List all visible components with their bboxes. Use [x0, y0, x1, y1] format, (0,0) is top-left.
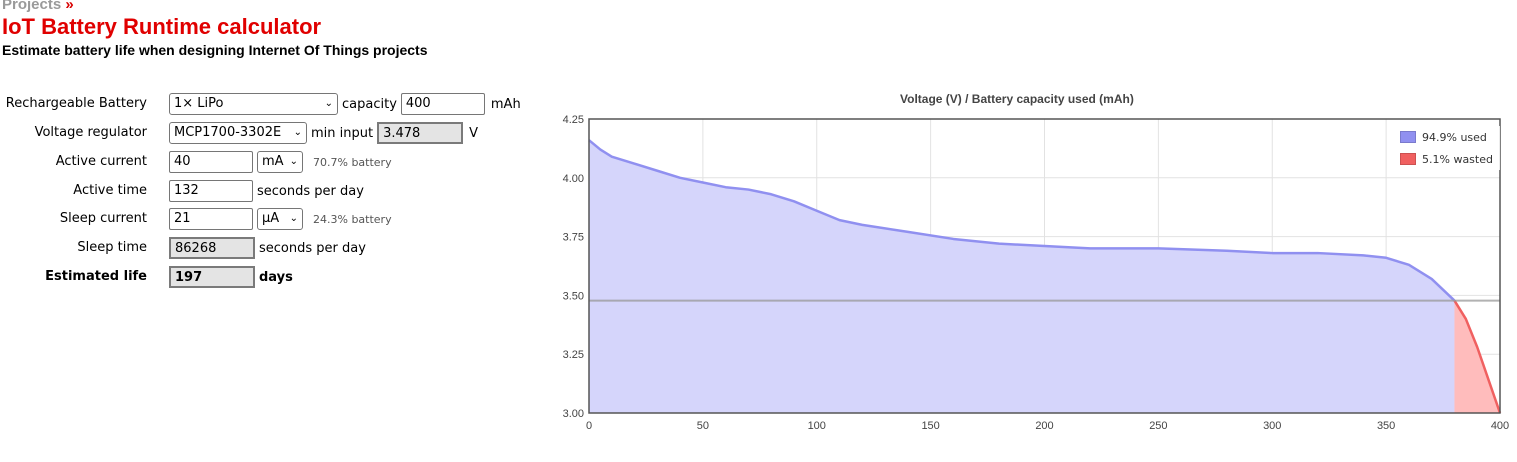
sleep-current-note: 24.3% battery: [313, 212, 392, 226]
active-time-input[interactable]: 132: [169, 180, 253, 202]
sleep-time-label: Sleep time: [77, 240, 147, 255]
battery-select[interactable]: 1× LiPo ⌄: [169, 93, 338, 115]
page-title: IoT Battery Runtime calculator: [2, 14, 322, 39]
used-line: [588, 139, 1456, 302]
x-tick-label: 400: [1491, 420, 1509, 432]
chevron-down-icon: ⌄: [293, 127, 302, 138]
regulator-select[interactable]: MCP1700-3302E ⌄: [169, 122, 307, 144]
x-tick-label: 100: [808, 420, 826, 432]
active-current-unit: mA: [262, 154, 284, 169]
active-current-note: 70.7% battery: [313, 155, 392, 169]
sleep-current-unit: µA: [262, 211, 280, 226]
page-subtitle: Estimate battery life when designing Int…: [2, 42, 428, 58]
min-input-unit: V: [469, 125, 478, 141]
x-tick-label: 150: [921, 420, 939, 432]
capacity-unit: mAh: [490, 96, 521, 112]
chart-legend: 94.9% used 5.1% wasted: [1396, 126, 1500, 170]
chevron-down-icon: ⌄: [324, 98, 333, 109]
sleep-current-input[interactable]: 21: [169, 208, 253, 230]
used-area: [589, 140, 1455, 413]
breadcrumb-projects-link[interactable]: Projects: [2, 0, 62, 13]
y-tick-label: 3.50: [563, 290, 584, 302]
wasted-line: [1453, 299, 1502, 414]
chevron-down-icon: ⌄: [289, 156, 298, 167]
battery-label: Rechargeable Battery: [5, 96, 147, 111]
min-input-label: min input: [311, 125, 374, 141]
legend-label-wasted: 5.1% wasted: [1422, 152, 1493, 166]
chevron-down-icon: ⌄: [289, 213, 298, 224]
wasted-area: [1454, 300, 1500, 413]
y-tick-label: 3.25: [563, 349, 584, 361]
breadcrumb-separator: »: [65, 0, 74, 13]
legend-label-used: 94.9% used: [1422, 130, 1487, 144]
active-current-unit-select[interactable]: mA ⌄: [257, 151, 303, 173]
x-tick-label: 350: [1377, 420, 1395, 432]
capacity-label: capacity: [342, 96, 397, 112]
sleep-current-label: Sleep current: [59, 211, 147, 226]
x-tick-label: 50: [697, 420, 709, 432]
legend-swatch-used: [1400, 131, 1416, 143]
y-tick-label: 3.75: [563, 232, 584, 244]
legend-swatch-wasted: [1400, 153, 1416, 165]
min-input-field: 3.478: [377, 122, 464, 144]
estimated-life-unit: days: [259, 269, 293, 285]
chart-title: Voltage (V) / Battery capacity used (mAh…: [900, 92, 1134, 106]
sleep-time-unit: seconds per day: [259, 240, 366, 256]
y-tick-label: 4.00: [563, 173, 584, 185]
y-tick-label: 3.00: [563, 408, 584, 420]
sleep-time-field: 86268: [169, 237, 255, 259]
capacity-input[interactable]: 400: [400, 93, 485, 115]
regulator-select-value: MCP1700-3302E: [174, 125, 282, 140]
active-current-label: Active current: [55, 154, 147, 169]
x-tick-label: 300: [1263, 420, 1281, 432]
sleep-current-unit-select[interactable]: µA ⌄: [257, 208, 303, 230]
x-tick-label: 0: [586, 420, 592, 432]
x-tick-label: 250: [1149, 420, 1167, 432]
y-tick-label: 4.25: [563, 114, 584, 126]
regulator-label: Voltage regulator: [34, 125, 147, 140]
legend-item-used[interactable]: 94.9% used: [1396, 126, 1500, 148]
legend-item-wasted[interactable]: 5.1% wasted: [1396, 148, 1500, 170]
battery-select-value: 1× LiPo: [174, 96, 224, 111]
estimated-life-label: Estimated life: [45, 269, 147, 284]
active-time-unit: seconds per day: [257, 183, 364, 199]
breadcrumb: Projects »: [2, 0, 74, 13]
voltage-capacity-chart: 0 50 100 150 200 250 300 350 400 3.00 3.25 3.50 3.75…: [563, 114, 1510, 432]
plot-frame: [588, 118, 1501, 414]
active-time-label: Active time: [73, 183, 147, 198]
x-tick-label: 200: [1035, 420, 1053, 432]
estimated-life-field: 197: [169, 266, 255, 288]
active-current-input[interactable]: 40: [169, 151, 253, 173]
